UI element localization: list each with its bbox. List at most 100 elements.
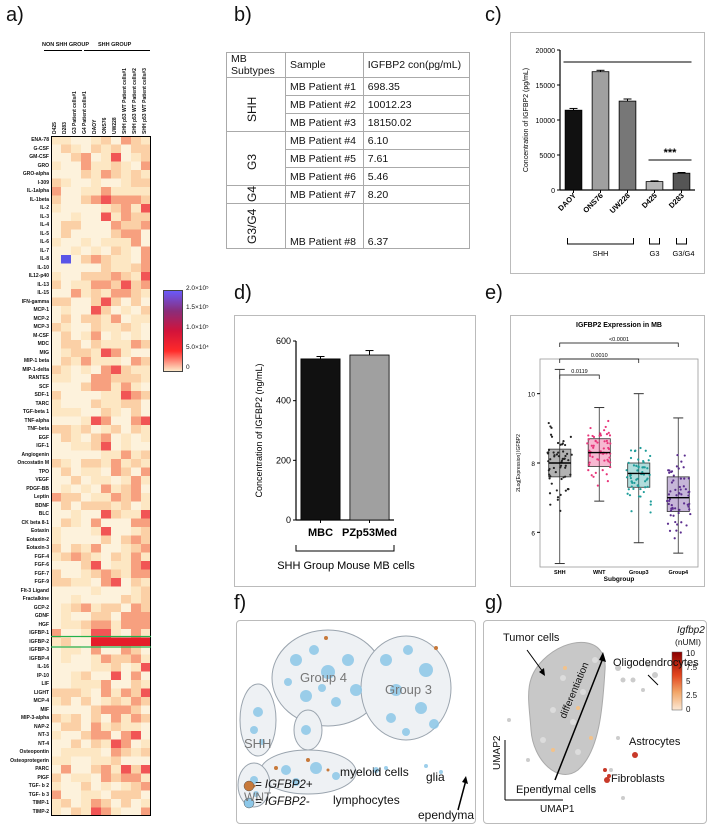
heatmap-cell <box>141 629 151 638</box>
data-point <box>687 491 690 494</box>
heatmap-cell <box>81 790 92 800</box>
heatmap-row-label: Eotaxin-2 <box>26 536 49 543</box>
heatmap-cell <box>111 578 122 587</box>
colorbar-tick-3: 5.0×10⁴ <box>186 344 209 351</box>
data-point <box>637 465 640 468</box>
heatmap-cell <box>91 663 102 672</box>
heatmap-cell <box>131 399 142 409</box>
heatmap-cell <box>91 272 102 281</box>
heatmap-cell <box>51 671 62 681</box>
heatmap-cell <box>111 425 122 434</box>
heatmap-cell <box>141 561 151 570</box>
data-point <box>587 438 590 441</box>
heatmap-cell <box>61 204 72 213</box>
value-5: 7.61 <box>362 149 471 168</box>
heatmap-cell <box>141 535 151 545</box>
heatmap-cell <box>141 612 151 621</box>
heatmap-cell <box>71 433 82 443</box>
heatmap-cell <box>101 603 112 613</box>
heatmap-cell <box>91 646 102 655</box>
heatmap-cell <box>51 238 62 247</box>
heatmap-cell <box>61 705 72 715</box>
heatmap-row-label: VEGF <box>35 477 49 483</box>
heatmap-cell <box>71 212 82 222</box>
heatmap-cell <box>91 153 102 162</box>
heatmap-cell <box>111 170 122 179</box>
heatmap-cell <box>91 459 102 468</box>
heatmap-cell <box>91 280 102 290</box>
y-tick-label: 200 <box>276 455 291 465</box>
heatmap-cell <box>111 620 122 630</box>
data-point <box>636 477 639 480</box>
heatmap-cell <box>61 646 72 655</box>
heatmap-cell <box>101 153 112 162</box>
heatmap-cell <box>111 765 122 774</box>
data-point <box>667 502 670 506</box>
heatmap-cell <box>61 731 72 740</box>
data-point <box>631 481 634 484</box>
heatmap-row-label: FGF-7 <box>34 570 49 577</box>
data-point <box>634 449 637 452</box>
data-point <box>688 502 691 506</box>
data-point <box>563 457 566 460</box>
heatmap-cell <box>91 731 102 740</box>
umap-f-plot <box>237 629 468 811</box>
heatmap-cell <box>51 629 62 638</box>
heatmap-cell <box>71 204 82 213</box>
heatmap-cell <box>141 144 151 154</box>
panel-f-frame <box>236 620 476 824</box>
data-point <box>668 499 671 503</box>
pvalue-label: 0.0010 <box>591 353 608 359</box>
y-tick-label: 400 <box>276 396 291 406</box>
heatmap-cell <box>121 450 132 460</box>
heatmap-cell <box>121 314 132 324</box>
heatmap-cell <box>51 408 62 417</box>
heatmap-cell <box>91 773 102 783</box>
data-point <box>629 449 633 452</box>
heatmap-cell <box>51 484 62 494</box>
heatmap-cell <box>111 697 122 706</box>
data-point <box>592 435 596 439</box>
data-point <box>632 464 636 467</box>
heatmap-cell <box>81 187 92 196</box>
heatmap-cell <box>111 501 122 511</box>
value-7: 8.20 <box>362 185 471 204</box>
data-point <box>646 477 649 480</box>
heatmap-cell <box>51 272 62 281</box>
heatmap-cell <box>141 442 151 451</box>
heatmap-cell <box>121 442 132 451</box>
heatmap-cell <box>141 663 151 672</box>
heatmap-cell <box>131 697 142 706</box>
heatmap-cell <box>121 263 132 273</box>
heatmap-cell <box>51 586 62 596</box>
heatmap-cell <box>131 263 142 273</box>
non-shh-group-label: NON SHH GROUP <box>42 42 90 48</box>
data-point <box>671 507 674 510</box>
x-tick-label: SHH <box>554 570 566 576</box>
heatmap-cell <box>111 782 122 791</box>
heatmap-cell <box>131 467 142 477</box>
data-point <box>644 449 647 452</box>
data-point <box>569 473 572 476</box>
heatmap-row-label: PDGF-BB <box>26 485 49 492</box>
heatmap-cell <box>101 620 112 630</box>
heatmap-cell <box>131 569 142 579</box>
data-point <box>679 531 682 534</box>
heatmap-cell <box>111 408 122 417</box>
heatmap-cell <box>81 297 92 307</box>
chart-d: 0 200 400 600 MBC PZp53Med Concentration of IG… <box>254 336 415 572</box>
bar-d425 <box>645 181 664 191</box>
heatmap-cell <box>111 731 122 740</box>
heatmap-cell <box>111 272 122 281</box>
heatmap-cell <box>51 297 62 307</box>
heatmap-cell <box>101 374 112 383</box>
heatmap-cell <box>141 136 151 145</box>
heatmap-colorbar <box>163 290 183 372</box>
data-point <box>668 498 672 501</box>
heatmap-cell <box>71 272 82 281</box>
heatmap-cell <box>61 212 72 222</box>
x-axis-label: Subgroup <box>604 576 635 583</box>
data-point <box>546 451 549 454</box>
shh-label: SHH <box>244 736 272 751</box>
heatmap-row-label: IL-16 <box>37 664 49 670</box>
